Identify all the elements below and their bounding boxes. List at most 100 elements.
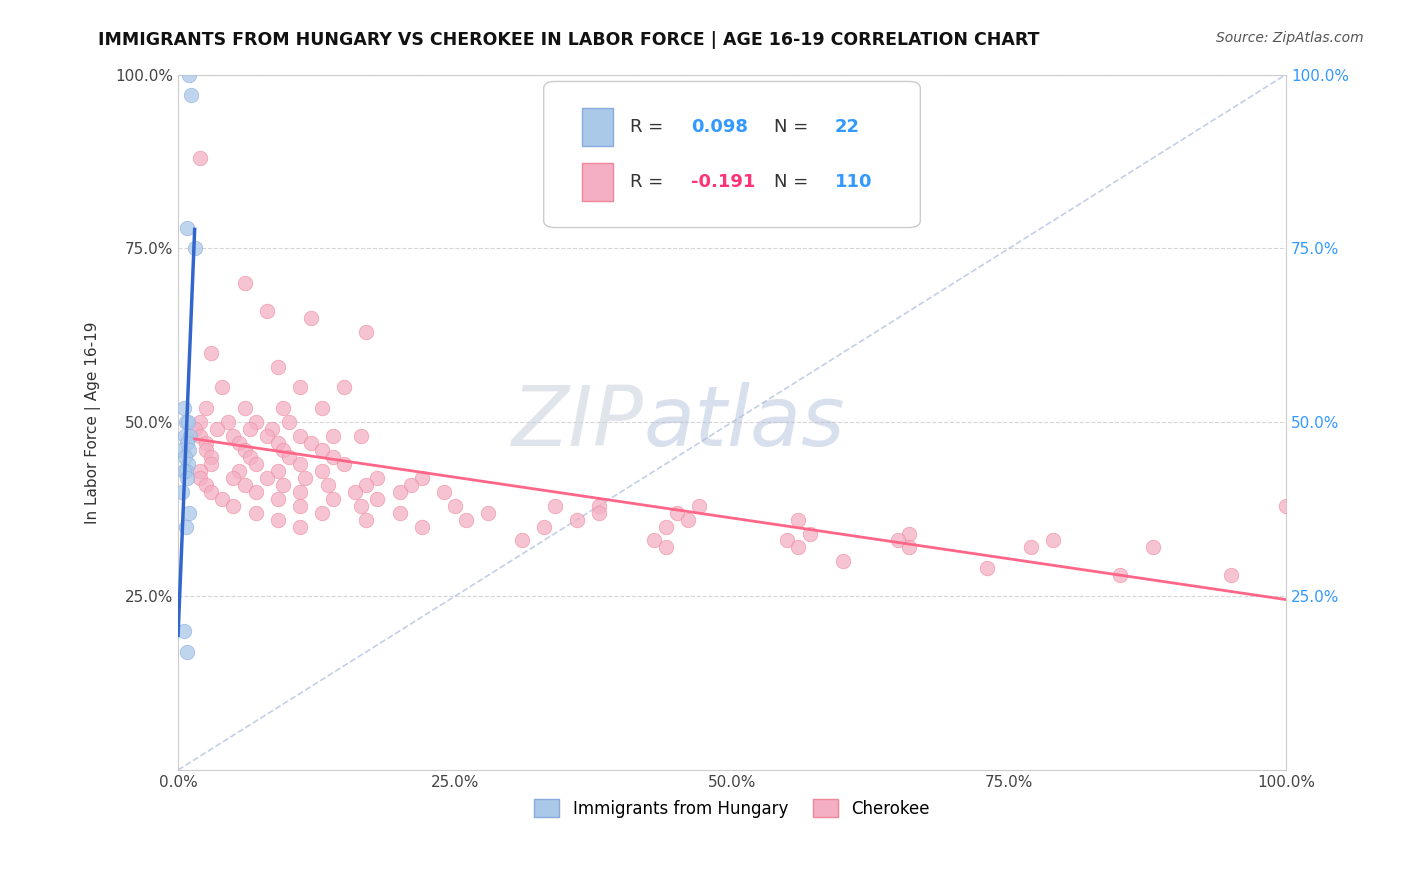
Point — [256, 429, 278, 443]
Point — [787, 541, 810, 555]
Point — [217, 415, 239, 429]
Text: 110: 110 — [835, 173, 873, 191]
Point — [311, 443, 333, 458]
Text: 22: 22 — [835, 118, 860, 136]
Point — [180, 88, 202, 103]
Point — [299, 310, 322, 325]
Point — [311, 506, 333, 520]
Point — [176, 471, 198, 485]
Point — [267, 513, 290, 527]
Point — [228, 436, 250, 450]
Point — [444, 499, 467, 513]
Point — [271, 478, 294, 492]
Point — [239, 422, 262, 436]
Point — [173, 464, 195, 478]
Point — [200, 345, 222, 359]
Point — [222, 471, 245, 485]
Point — [433, 484, 456, 499]
FancyBboxPatch shape — [544, 81, 921, 227]
Point — [399, 478, 422, 492]
Point — [288, 484, 311, 499]
Legend: Immigrants from Hungary, Cherokee: Immigrants from Hungary, Cherokee — [527, 793, 936, 824]
Point — [173, 429, 195, 443]
Point — [344, 484, 367, 499]
Point — [288, 429, 311, 443]
Point — [350, 429, 373, 443]
Point — [256, 304, 278, 318]
Point — [267, 464, 290, 478]
Point — [267, 491, 290, 506]
Text: 0.098: 0.098 — [690, 118, 748, 136]
Text: ZIP: ZIP — [512, 382, 644, 463]
Point — [456, 513, 478, 527]
Point — [172, 443, 194, 458]
Point — [1019, 541, 1042, 555]
Point — [200, 450, 222, 464]
Point — [311, 401, 333, 416]
Point — [1142, 541, 1164, 555]
Point — [533, 519, 555, 533]
FancyBboxPatch shape — [582, 108, 613, 145]
Point — [1219, 568, 1241, 582]
Point — [898, 541, 921, 555]
Point — [222, 429, 245, 443]
Point — [271, 443, 294, 458]
Point — [288, 519, 311, 533]
Point — [173, 624, 195, 638]
Point — [188, 464, 211, 478]
Point — [183, 422, 205, 436]
Point — [333, 380, 356, 394]
Point — [787, 513, 810, 527]
Point — [887, 533, 910, 548]
FancyBboxPatch shape — [582, 163, 613, 202]
Point — [288, 457, 311, 471]
Point — [356, 478, 378, 492]
Point — [174, 415, 197, 429]
Point — [179, 443, 201, 458]
Point — [194, 443, 217, 458]
Point — [233, 443, 256, 458]
Point — [194, 478, 217, 492]
Point — [388, 506, 411, 520]
Text: atlas: atlas — [644, 382, 845, 463]
Point — [411, 471, 433, 485]
Point — [174, 464, 197, 478]
Point — [565, 513, 588, 527]
Point — [333, 457, 356, 471]
Point — [233, 401, 256, 416]
Point — [211, 380, 233, 394]
Point — [233, 276, 256, 290]
Point — [277, 415, 299, 429]
Point — [1042, 533, 1064, 548]
Point — [200, 457, 222, 471]
Point — [510, 533, 533, 548]
Point — [688, 499, 710, 513]
Point — [211, 491, 233, 506]
Point — [177, 415, 200, 429]
Text: Source: ZipAtlas.com: Source: ZipAtlas.com — [1216, 31, 1364, 45]
Point — [177, 457, 200, 471]
Point — [356, 325, 378, 339]
Point — [311, 464, 333, 478]
Point — [222, 499, 245, 513]
Y-axis label: In Labor Force | Age 16-19: In Labor Force | Age 16-19 — [86, 321, 101, 524]
Point — [1275, 499, 1298, 513]
Point — [245, 457, 267, 471]
Point — [188, 151, 211, 165]
Point — [898, 526, 921, 541]
Point — [179, 429, 201, 443]
Point — [366, 471, 388, 485]
Point — [316, 478, 339, 492]
Point — [277, 450, 299, 464]
Point — [188, 471, 211, 485]
Point — [173, 401, 195, 416]
Point — [1108, 568, 1130, 582]
Point — [676, 513, 699, 527]
Point — [179, 68, 201, 82]
Point — [356, 513, 378, 527]
Point — [477, 506, 499, 520]
Point — [643, 533, 665, 548]
Text: -0.191: -0.191 — [690, 173, 755, 191]
Point — [322, 429, 344, 443]
Point — [322, 491, 344, 506]
